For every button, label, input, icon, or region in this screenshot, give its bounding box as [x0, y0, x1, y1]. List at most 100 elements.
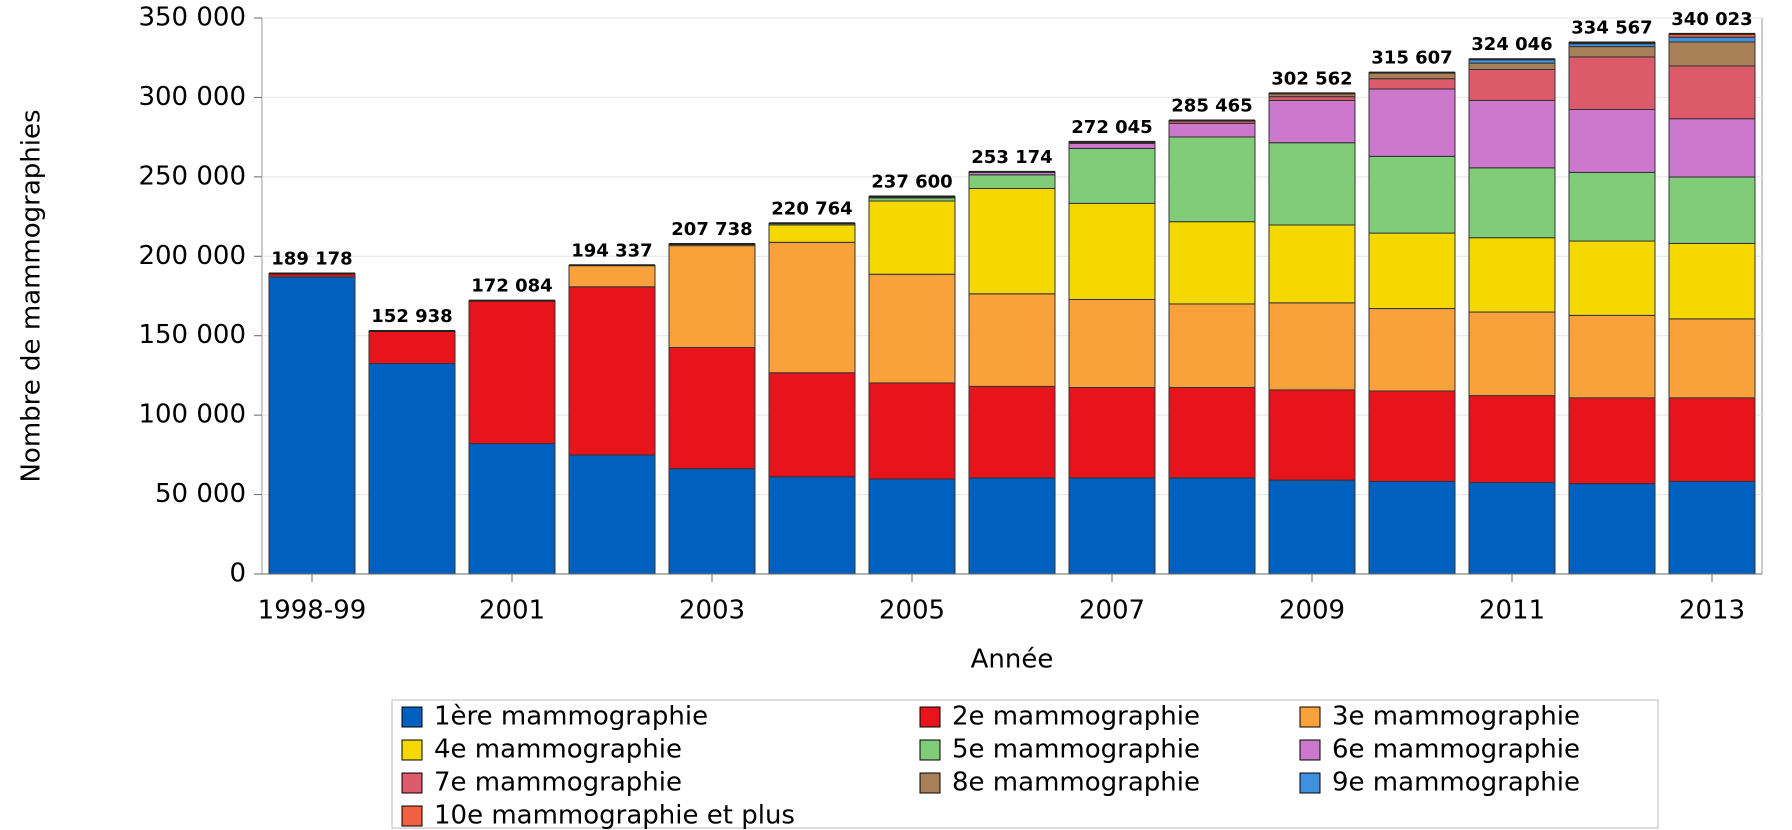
- y-axis-title: Nombre de mammographies: [17, 109, 47, 482]
- bar-segment: [1268, 302, 1356, 391]
- bar-segment: [1568, 240, 1656, 316]
- bar-segment: [768, 241, 856, 374]
- y-tick-label: 350 000: [138, 3, 246, 33]
- total-label: 189 178: [271, 248, 352, 269]
- x-tick-label: 2013: [1679, 596, 1745, 626]
- legend-swatch: [401, 805, 423, 827]
- x-tick-label: 1998-99: [258, 596, 367, 626]
- bar-segment: [968, 385, 1056, 479]
- y-tick-label: 100 000: [138, 400, 246, 430]
- bar-segment: [468, 443, 556, 575]
- bar-segment: [1268, 389, 1356, 481]
- bar-segment: [1568, 314, 1656, 399]
- y-tick-label: 150 000: [138, 320, 246, 350]
- bar-segment: [1668, 242, 1756, 320]
- legend-swatch: [401, 706, 423, 728]
- bar-segment: [1068, 147, 1156, 204]
- bar-segment: [1168, 303, 1256, 389]
- bar-segment: [468, 300, 556, 445]
- bar-segment: [1068, 387, 1156, 479]
- bar-segment: [1368, 390, 1456, 482]
- y-tick-label: 0: [229, 559, 246, 589]
- total-label: 285 465: [1171, 96, 1252, 117]
- bar-segment: [1268, 99, 1356, 144]
- bar-segment: [1668, 318, 1756, 399]
- bar-segment: [1468, 311, 1556, 397]
- x-tick-label: 2005: [879, 596, 945, 626]
- bar-segment: [1268, 224, 1356, 304]
- legend-swatch: [919, 772, 941, 794]
- bar-segment: [1568, 171, 1656, 242]
- bar-segment: [968, 293, 1056, 387]
- bar-segment: [868, 273, 956, 384]
- legend-swatch: [1299, 739, 1321, 761]
- total-label: 315 607: [1371, 48, 1452, 69]
- legend-swatch: [1299, 772, 1321, 794]
- bar-segment: [668, 468, 756, 575]
- bar-segment: [1268, 479, 1356, 575]
- total-label: 272 045: [1071, 117, 1152, 138]
- total-label: 334 567: [1571, 18, 1652, 39]
- legend-label: 4e mammographie: [434, 735, 682, 765]
- bar-segment: [1368, 232, 1456, 310]
- bar-segment: [968, 477, 1056, 575]
- bar-segment: [1468, 481, 1556, 575]
- x-tick-label: 2011: [1479, 596, 1545, 626]
- y-tick-label: 200 000: [138, 241, 246, 271]
- bar-segment: [1068, 477, 1156, 575]
- bar-segment: [1568, 109, 1656, 173]
- total-label: 253 174: [971, 147, 1052, 168]
- legend-label: 9e mammographie: [1332, 768, 1580, 798]
- bar-segment: [668, 346, 756, 470]
- x-tick-label: 2003: [679, 596, 745, 626]
- bar-segment: [968, 187, 1056, 295]
- bar-segment: [1468, 237, 1556, 313]
- bar-segment: [368, 330, 456, 365]
- bar-segment: [568, 454, 656, 575]
- total-label: 237 600: [871, 172, 952, 193]
- legend-label: 6e mammographie: [1332, 735, 1580, 765]
- y-tick-label: 300 000: [138, 82, 246, 112]
- total-label: 207 738: [671, 219, 752, 240]
- bar-segment: [568, 264, 656, 288]
- bar-segment: [1668, 176, 1756, 244]
- legend-swatch: [401, 739, 423, 761]
- legend-label: 2e mammographie: [952, 702, 1200, 732]
- bar-segment: [1368, 88, 1456, 157]
- total-label: 220 764: [771, 198, 852, 219]
- bar-segment: [968, 174, 1056, 189]
- bar-segment: [768, 372, 856, 478]
- bar-segment: [1068, 202, 1156, 300]
- bar-segment: [1368, 155, 1456, 234]
- bar-segment: [1568, 483, 1656, 575]
- total-label: 340 023: [1671, 9, 1752, 30]
- bar-segment: [1468, 167, 1556, 239]
- bar-segment: [768, 476, 856, 575]
- bar-segment: [1168, 122, 1256, 138]
- bar-segment: [1068, 142, 1156, 149]
- legend-swatch: [919, 706, 941, 728]
- legend-box: [391, 699, 1659, 829]
- bar-segment: [1068, 298, 1156, 389]
- bar-segment: [568, 286, 656, 456]
- bar-segment: [1468, 62, 1556, 70]
- x-tick-label: 2001: [479, 596, 545, 626]
- legend-swatch: [919, 739, 941, 761]
- total-label: 172 084: [471, 276, 552, 297]
- total-label: 302 562: [1271, 68, 1352, 89]
- x-tick-label: 2009: [1279, 596, 1345, 626]
- bar-segment: [1368, 78, 1456, 90]
- bar-segment: [1168, 387, 1256, 479]
- bar-segment: [1568, 397, 1656, 485]
- legend-label: 1ère mammographie: [434, 702, 708, 732]
- legend-label: 8e mammographie: [952, 768, 1200, 798]
- bar-segment: [1468, 395, 1556, 483]
- x-axis-title: Année: [971, 645, 1054, 675]
- bar-segment: [1668, 118, 1756, 178]
- bar-segment: [1568, 56, 1656, 111]
- bar-segment: [1668, 36, 1756, 43]
- y-tick-label: 50 000: [155, 479, 246, 509]
- x-tick-label: 2007: [1079, 596, 1145, 626]
- bar-segment: [1568, 46, 1656, 58]
